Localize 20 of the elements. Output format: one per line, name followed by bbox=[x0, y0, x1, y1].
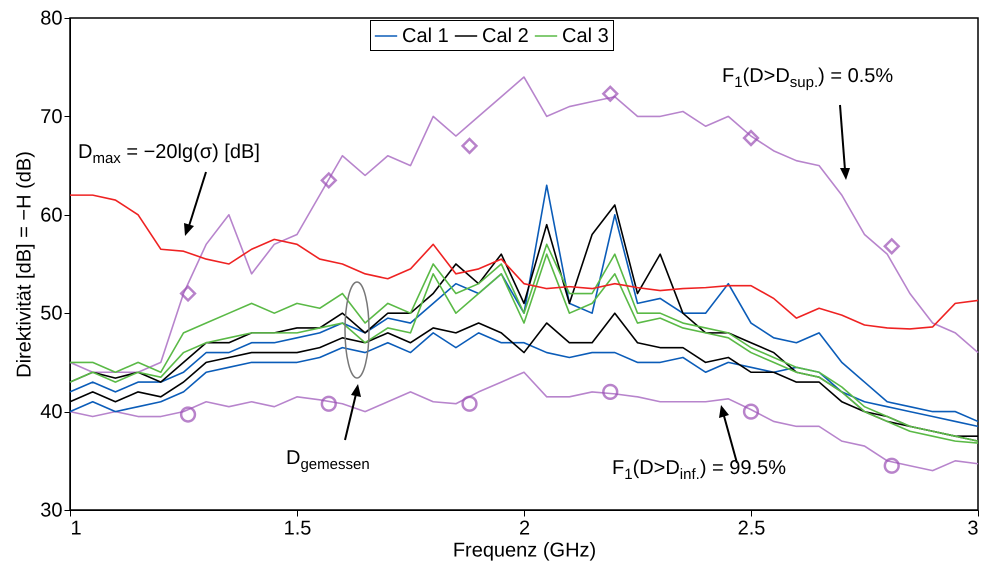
y-tick-label: 50 bbox=[40, 302, 62, 325]
y-tick-label: 70 bbox=[40, 106, 62, 128]
y-axis-title: Direktivität [dB] = −H (dB) bbox=[13, 151, 36, 378]
y-tick-label: 60 bbox=[40, 204, 62, 226]
x-tick-label: 3 bbox=[967, 518, 978, 540]
legend-label: Cal 2 bbox=[482, 25, 529, 47]
annotation: D$_{max}$ = −20lg(σ) [dB] bbox=[78, 141, 260, 167]
y-tick-label: 80 bbox=[40, 8, 62, 30]
x-tick-label: 1 bbox=[70, 518, 82, 540]
legend-label: Cal 3 bbox=[562, 25, 609, 47]
y-tick-label: 40 bbox=[40, 401, 62, 424]
legend-label: Cal 1 bbox=[402, 25, 449, 47]
x-tick-label: 1.5 bbox=[284, 518, 312, 540]
x-tick-label: 2 bbox=[518, 518, 530, 540]
x-tick-label: 2.5 bbox=[738, 518, 766, 540]
annotation: F$_{1}$(D>D$_{inf.}$) = 99.5% bbox=[612, 457, 786, 483]
annotation: D$_{gemessen}$ bbox=[286, 447, 370, 473]
x-axis-title: Frequenz (GHz) bbox=[452, 540, 596, 562]
y-tick-label: 30 bbox=[40, 500, 62, 522]
annotation: F$_{1}$(D>D$_{sup.}$) = 0.5% bbox=[722, 65, 894, 91]
